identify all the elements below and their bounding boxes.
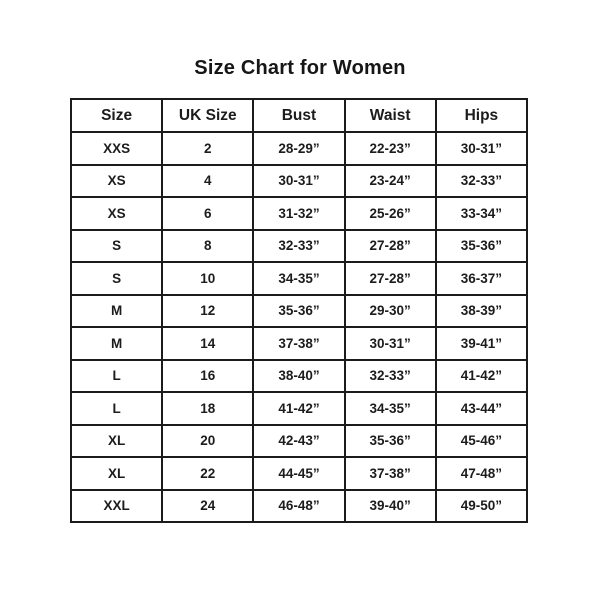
table-cell: 45-46” xyxy=(434,423,529,458)
table-cell: 41-42” xyxy=(252,391,346,426)
size-chart-table: Size UK Size Bust Waist Hips XXS 2 28-29” 22-23… xyxy=(69,98,529,523)
table-cell: XXL xyxy=(69,488,164,523)
table-cell: 32-33” xyxy=(434,163,529,198)
table-cell: XL xyxy=(69,456,164,491)
table-cell: XS xyxy=(69,163,164,198)
table-row: S 8 32-33” 27-28” 35-36” xyxy=(69,228,529,263)
table-cell: 14 xyxy=(161,326,255,361)
table-cell: 10 xyxy=(161,261,255,296)
table-cell: 37-38” xyxy=(343,456,437,491)
table-header-row: Size UK Size Bust Waist Hips xyxy=(69,98,529,133)
table-cell: 35-36” xyxy=(434,228,529,263)
page-title: Size Chart for Women xyxy=(194,57,406,79)
table-cell: 37-38” xyxy=(252,326,346,361)
table-cell: 34-35” xyxy=(343,391,437,426)
table-cell: 25-26” xyxy=(343,196,437,231)
table-cell: 38-40” xyxy=(252,358,346,393)
table-cell: 42-43” xyxy=(252,423,346,458)
table-cell: 28-29” xyxy=(252,131,346,166)
table-cell: 24 xyxy=(161,488,255,523)
table-cell: 35-36” xyxy=(343,423,437,458)
table-cell: 23-24” xyxy=(343,163,437,198)
table-row: XS 6 31-32” 25-26” 33-34” xyxy=(69,196,529,231)
table-cell: 36-37” xyxy=(434,261,529,296)
table-row: XL 22 44-45” 37-38” 47-48” xyxy=(69,456,529,491)
table-row: M 14 37-38” 30-31” 39-41” xyxy=(69,326,529,361)
column-header-uk-size: UK Size xyxy=(161,98,255,133)
table-cell: 27-28” xyxy=(343,228,437,263)
table-cell: 8 xyxy=(161,228,255,263)
table-cell: 18 xyxy=(161,391,255,426)
table-row: XXL 24 46-48” 39-40” 49-50” xyxy=(69,488,529,523)
table-cell: 32-33” xyxy=(252,228,346,263)
table-header: Size UK Size Bust Waist Hips xyxy=(69,98,529,133)
column-header-size: Size xyxy=(69,98,164,133)
table-cell: 39-40” xyxy=(343,488,437,523)
table-cell: 2 xyxy=(161,131,255,166)
table-row: XXS 2 28-29” 22-23” 30-31” xyxy=(69,131,529,166)
table-cell: 20 xyxy=(161,423,255,458)
table-cell: XL xyxy=(69,423,164,458)
table-cell: 34-35” xyxy=(252,261,346,296)
table-row: XS 4 30-31” 23-24” 32-33” xyxy=(69,163,529,198)
table-cell: 16 xyxy=(161,358,255,393)
table-cell: 35-36” xyxy=(252,293,346,328)
column-header-hips: Hips xyxy=(434,98,529,133)
table-body: XXS 2 28-29” 22-23” 30-31” XS 4 30-31” 23-24” 32-… xyxy=(69,131,529,523)
table-cell: 30-31” xyxy=(252,163,346,198)
table-cell: S xyxy=(69,228,164,263)
table-cell: 6 xyxy=(161,196,255,231)
table-cell: 44-45” xyxy=(252,456,346,491)
table-cell: 22 xyxy=(161,456,255,491)
table-cell: 33-34” xyxy=(434,196,529,231)
table-cell: 30-31” xyxy=(434,131,529,166)
column-header-bust: Bust xyxy=(252,98,346,133)
table-cell: 30-31” xyxy=(343,326,437,361)
table-row: XL 20 42-43” 35-36” 45-46” xyxy=(69,423,529,458)
table-cell: XXS xyxy=(69,131,164,166)
table-cell: 38-39” xyxy=(434,293,529,328)
table-cell: 41-42” xyxy=(434,358,529,393)
table-cell: 47-48” xyxy=(434,456,529,491)
table-cell: 43-44” xyxy=(434,391,529,426)
table-cell: 49-50” xyxy=(434,488,529,523)
table-row: S 10 34-35” 27-28” 36-37” xyxy=(69,261,529,296)
table-cell: 32-33” xyxy=(343,358,437,393)
table-cell: L xyxy=(69,391,164,426)
table-cell: 12 xyxy=(161,293,255,328)
table-row: L 16 38-40” 32-33” 41-42” xyxy=(69,358,529,393)
table-cell: 4 xyxy=(161,163,255,198)
table-cell: 31-32” xyxy=(252,196,346,231)
table-cell: M xyxy=(69,293,164,328)
table-cell: 29-30” xyxy=(343,293,437,328)
table-row: M 12 35-36” 29-30” 38-39” xyxy=(69,293,529,328)
table-cell: 39-41” xyxy=(434,326,529,361)
table-row: L 18 41-42” 34-35” 43-44” xyxy=(69,391,529,426)
table-cell: 22-23” xyxy=(343,131,437,166)
table-cell: M xyxy=(69,326,164,361)
table-cell: 27-28” xyxy=(343,261,437,296)
table-cell: 46-48” xyxy=(252,488,346,523)
table-cell: L xyxy=(69,358,164,393)
column-header-waist: Waist xyxy=(343,98,437,133)
table-cell: XS xyxy=(69,196,164,231)
table-cell: S xyxy=(69,261,164,296)
